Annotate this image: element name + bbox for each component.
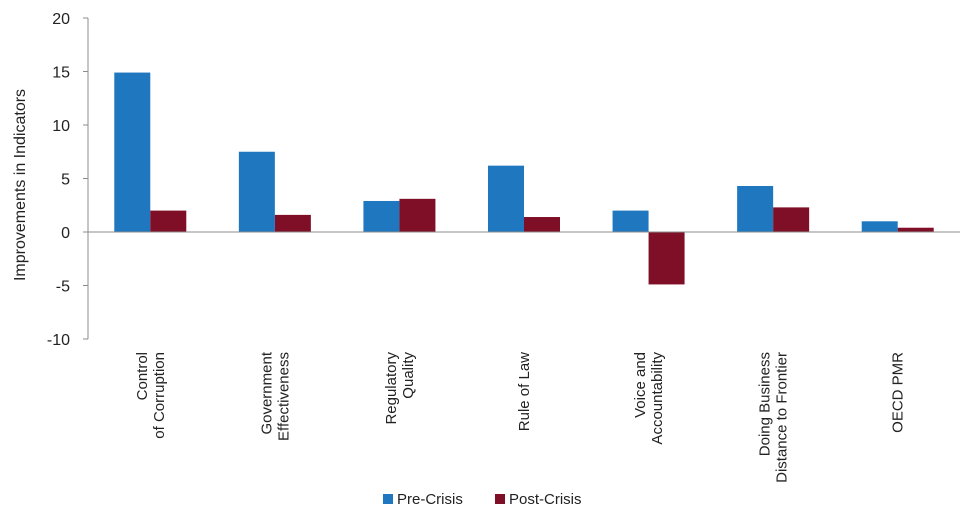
bar-pre-crisis	[238, 151, 275, 232]
legend-label: Post-Crisis	[509, 491, 582, 508]
bar-pre-crisis	[612, 210, 649, 232]
bar-post-crisis	[648, 232, 685, 285]
y-tick-label: 20	[52, 11, 70, 28]
x-category-label: RegulatoryQuality	[383, 352, 417, 425]
bar-post-crisis	[773, 207, 810, 232]
legend-swatch	[383, 494, 393, 504]
bar-pre-crisis	[114, 72, 151, 232]
labels-group: 20 15 10 5 0 -5 -10 Controlof Corruption Governm…	[47, 11, 907, 483]
y-tick-label: -5	[56, 279, 70, 296]
y-axis-title: Improvements in Indicators	[12, 89, 29, 281]
x-category-label: Rule of Law	[516, 352, 533, 431]
bar-post-crisis	[897, 227, 934, 232]
bar-post-crisis	[150, 210, 187, 232]
x-category-label: Controlof Corruption	[134, 352, 168, 439]
bar-pre-crisis	[737, 185, 774, 232]
y-tick-label: 0	[61, 225, 70, 242]
bar-pre-crisis	[861, 221, 898, 232]
axes-group	[83, 17, 960, 340]
x-category-label: OECD PMR	[890, 352, 907, 433]
legend-swatch	[495, 494, 505, 504]
y-tick-label: 10	[52, 118, 70, 135]
bar-pre-crisis	[488, 165, 524, 232]
bar-post-crisis	[524, 217, 560, 232]
legend: Pre-Crisis Post-Crisis	[383, 491, 582, 508]
bar-pre-crisis	[363, 200, 400, 232]
x-category-label: Doing BusinessDistance to Frontier	[757, 352, 791, 483]
legend-label: Pre-Crisis	[397, 491, 463, 508]
bar-post-crisis	[399, 198, 436, 232]
y-tick-label: -10	[47, 332, 70, 349]
x-category-label: GovernmentEffectiveness	[258, 351, 292, 441]
y-tick-label: 5	[61, 172, 70, 189]
bars-group	[114, 72, 934, 285]
y-tick-label: 15	[52, 65, 70, 82]
bar-post-crisis	[274, 214, 311, 232]
x-category-label: Voice andAccountability	[632, 352, 666, 445]
